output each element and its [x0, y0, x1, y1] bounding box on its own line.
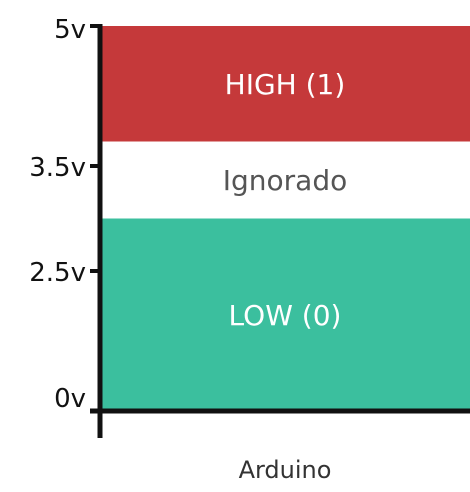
zone-high [100, 26, 470, 142]
tick-label-3-5v: 3.5v [29, 153, 86, 183]
zone-label-high: HIGH (1) [225, 68, 346, 101]
tick-label-5v: 5v [54, 15, 86, 45]
zone-low [100, 218, 470, 411]
zone-ignored [100, 141, 470, 219]
x-axis-label: Arduino [239, 456, 332, 484]
zone-label-ignored: Ignorado [223, 164, 347, 197]
tick-label-2-5v: 2.5v [29, 258, 86, 288]
zone-label-low: LOW (0) [229, 299, 342, 332]
tick-label-0v: 0v [54, 384, 86, 414]
